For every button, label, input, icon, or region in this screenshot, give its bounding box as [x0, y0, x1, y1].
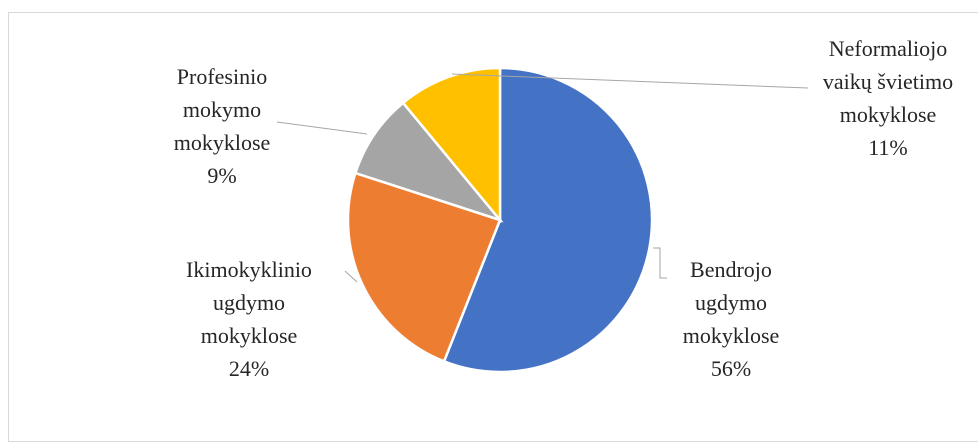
data-label-profesinio: Profesinio mokymo mokyklose 9%	[174, 64, 271, 188]
data-label-line: mokyklose	[683, 323, 780, 348]
leader-line-profesinio	[276, 121, 368, 135]
data-label-line: ugdymo	[213, 290, 285, 315]
pie-slice-profesinio	[353, 101, 504, 223]
data-label-line: Bendrojo	[690, 257, 772, 282]
data-label-line: vaikų švietimo	[823, 69, 953, 94]
data-label-line: Ikimokyklinio	[186, 257, 312, 282]
data-label-line: 56%	[711, 356, 751, 381]
data-label-line: 11%	[868, 135, 908, 160]
data-label-line: mokymo	[183, 97, 261, 122]
data-label-neformaliojo: Neformaliojo vaikų švietimo mokyklose 11%	[823, 36, 953, 160]
data-label-line: mokyklose	[174, 130, 271, 155]
data-label-line: 9%	[207, 163, 236, 188]
data-label-line: mokyklose	[840, 102, 937, 127]
data-label-line: Neformaliojo	[829, 36, 948, 61]
pie-slice-ikimokyklinio	[346, 171, 502, 363]
leader-line-ikimokyklinio	[344, 270, 358, 283]
data-label-line: ugdymo	[695, 290, 767, 315]
data-label-line: mokyklose	[201, 323, 298, 348]
pie-slice-bendrojo	[442, 66, 654, 374]
pie-chart: Bendrojo ugdymo mokyklose 56% Ikimokyklinio u…	[174, 36, 953, 381]
data-label-ikimokyklinio: Ikimokyklinio ugdymo mokyklose 24%	[186, 257, 312, 381]
leader-line-bendrojo	[653, 247, 667, 279]
leader-line-neformaliojo	[451, 73, 809, 89]
data-label-line: 24%	[229, 356, 269, 381]
pie-slice-neformaliojo	[401, 66, 502, 224]
data-label-line: Profesinio	[177, 64, 267, 89]
data-label-bendrojo: Bendrojo ugdymo mokyklose 56%	[683, 257, 780, 381]
